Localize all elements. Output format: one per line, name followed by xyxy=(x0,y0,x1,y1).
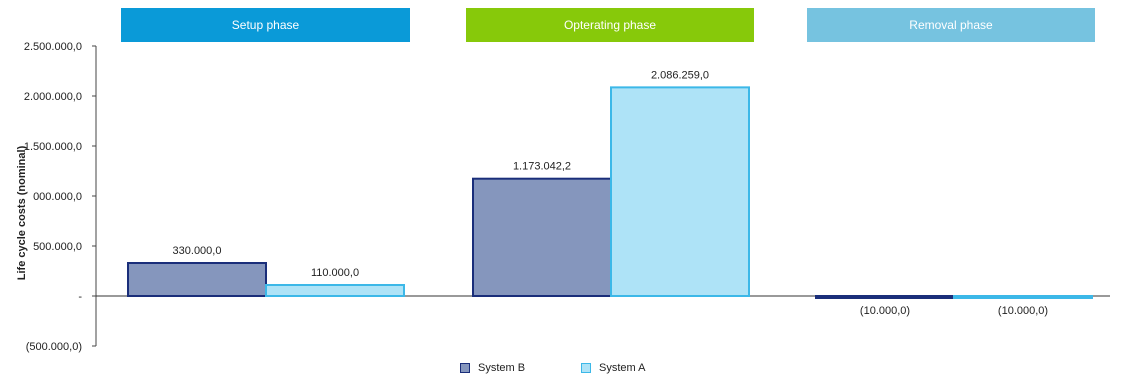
data-label-system-a: 110.000,0 xyxy=(311,267,359,279)
y-tick-label: 2.500.000,0 xyxy=(24,41,82,53)
legend-swatch-system-b xyxy=(460,363,470,373)
phase-header-setup-label: Setup phase xyxy=(231,18,300,32)
data-label-system-b: (10.000,0) xyxy=(860,305,910,317)
y-tick-label: - xyxy=(78,291,82,303)
bar-system-b xyxy=(472,177,612,298)
bar-system-a xyxy=(265,284,405,297)
phase-header-operating-label: Opterating phase xyxy=(563,18,657,32)
legend-label-system-a: System A xyxy=(599,362,646,374)
y-tick-label: (500.000,0) xyxy=(26,341,82,353)
phase-header-operating: Opterating phase xyxy=(466,8,754,42)
data-label-system-a: 2.086.259,0 xyxy=(651,69,709,81)
bar-system-a xyxy=(953,295,1093,299)
phase-header-removal: Removal phase xyxy=(807,8,1095,42)
bar-system-a xyxy=(610,86,750,297)
y-tick-label: 000.000,0 xyxy=(33,191,82,203)
phase-header-setup: Setup phase xyxy=(121,8,410,42)
data-label-system-b: 330.000,0 xyxy=(173,245,222,257)
bar-chart: 2.500.000,0 2.000.000,0 1.500.000,0 000.000… xyxy=(24,41,1110,353)
y-tick-label: 500.000,0 xyxy=(33,241,82,253)
legend-swatch-system-a xyxy=(581,363,591,373)
legend-label-system-b: System B xyxy=(478,362,526,374)
bar-system-b xyxy=(127,262,267,297)
bar-system-b xyxy=(815,295,955,299)
data-label-system-b: 1.173.042,2 xyxy=(513,161,571,173)
legend: System B System A xyxy=(0,362,1127,380)
y-tick-label: 2.000.000,0 xyxy=(24,91,82,103)
phase-header-removal-label: Removal phase xyxy=(909,18,993,32)
legend-item-system-a: System A xyxy=(581,362,645,374)
y-tick-label: 1.500.000,0 xyxy=(24,141,82,153)
data-label-system-a: (10.000,0) xyxy=(998,305,1048,317)
legend-item-system-b: System B xyxy=(460,362,525,374)
